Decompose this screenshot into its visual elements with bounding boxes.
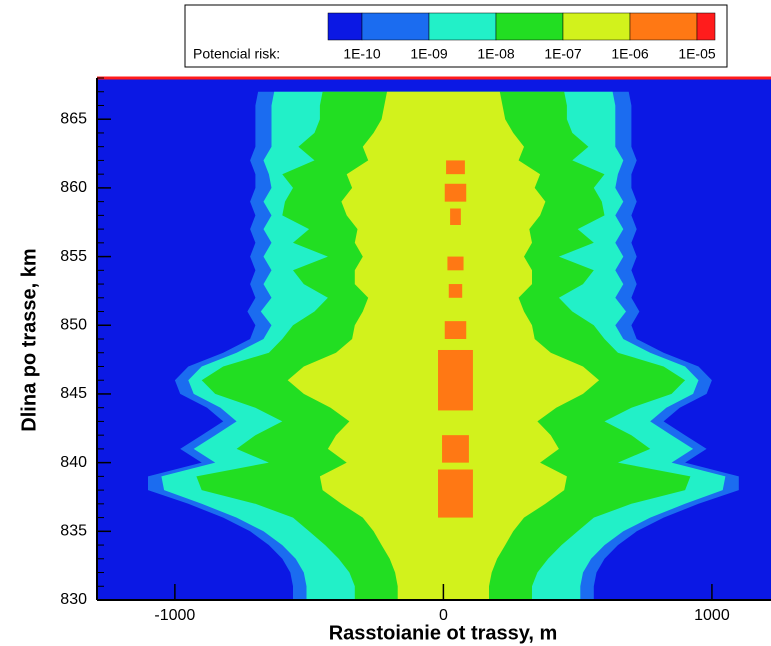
y-axis-title: Dlina po trasse, km [18, 248, 40, 431]
x-tick-label: 0 [439, 607, 448, 624]
hotspot [444, 321, 467, 339]
x-tick-label: 1000 [694, 607, 730, 624]
legend-swatch [428, 12, 497, 41]
y-tick-label: 865 [60, 110, 87, 127]
legend-label: 1E-09 [410, 46, 448, 62]
y-tick-label: 860 [60, 179, 87, 196]
hotspot [442, 435, 469, 463]
legend-label: 1E-08 [477, 46, 515, 62]
legend-label: 1E-06 [611, 46, 649, 62]
x-tick-label: -1000 [154, 607, 195, 624]
legend-label: 1E-07 [544, 46, 582, 62]
y-tick-label: 830 [60, 591, 87, 608]
legend-swatch [361, 12, 430, 41]
legend-label: 1E-10 [343, 46, 381, 62]
y-tick-label: 850 [60, 316, 87, 333]
y-tick-label: 855 [60, 248, 87, 265]
hotspot [450, 208, 461, 225]
hotspot [446, 160, 465, 175]
hotspot [438, 469, 473, 518]
plot-area [97, 78, 771, 600]
x-axis-title: Rasstoianie ot trassy, m [329, 622, 558, 644]
contour-band [287, 91, 600, 600]
hotspot [444, 183, 467, 202]
legend-swatch [327, 12, 363, 41]
legend-swatch [562, 12, 631, 41]
hotspot [448, 284, 463, 298]
y-tick-label: 835 [60, 523, 87, 540]
y-tick-label: 845 [60, 385, 87, 402]
legend-swatch [629, 12, 698, 41]
legend-label: 1E-05 [678, 46, 716, 62]
y-tick-label: 840 [60, 454, 87, 471]
legend-swatch [495, 12, 564, 41]
legend-title: Potencial risk: [193, 46, 280, 62]
legend-swatch [696, 12, 716, 41]
hotspot [438, 349, 473, 411]
hotspot [447, 256, 464, 271]
